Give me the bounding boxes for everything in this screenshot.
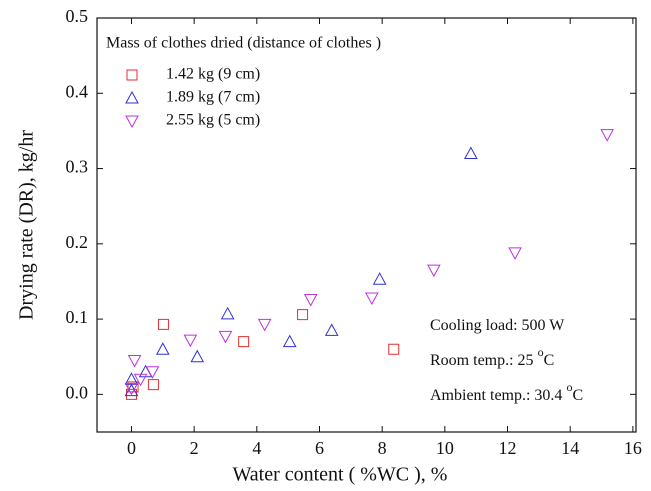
legend-title: Mass of clothes dried (distance of cloth… <box>106 35 381 52</box>
annotation-unit: C <box>544 352 555 369</box>
data-point <box>303 294 318 307</box>
x-tick-label: 2 <box>190 438 199 458</box>
data-point <box>127 354 142 368</box>
data-point <box>257 318 272 332</box>
data-point <box>364 292 379 306</box>
data-point <box>133 373 148 387</box>
data-point <box>145 366 160 379</box>
y-tick-label: 0.5 <box>66 6 89 26</box>
annotation-sup: o <box>538 345 544 359</box>
data-point <box>124 382 139 396</box>
legend-label: 1.42 kg (9 cm) <box>166 66 260 83</box>
y-tick-label: 0.4 <box>66 81 89 101</box>
data-point <box>600 129 615 142</box>
annotation-text: Room temp.: 25 <box>430 352 538 369</box>
legend-label: 1.89 kg (7 cm) <box>166 89 260 106</box>
annotation: Room temp.: 25 oC <box>430 345 554 369</box>
x-tick-label: 14 <box>561 438 579 458</box>
x-tick-label: 16 <box>624 438 642 458</box>
data-point <box>464 146 478 159</box>
y-axis-label: Drying rate (DR), kg/hr <box>16 130 38 320</box>
y-tick-label: 0.3 <box>66 157 89 177</box>
data-point <box>297 309 309 321</box>
data-point <box>218 330 233 344</box>
plot-frame <box>96 17 637 433</box>
data-point <box>238 336 250 348</box>
data-point <box>157 318 169 330</box>
data-point <box>183 334 198 348</box>
data-point <box>190 349 205 363</box>
y-tick-label: 0.1 <box>66 307 89 327</box>
data-point <box>388 343 400 355</box>
y-tick-label: 0.0 <box>66 382 89 402</box>
data-point <box>147 379 159 391</box>
data-point <box>124 372 139 385</box>
data-point <box>124 383 139 397</box>
legend-marker <box>126 69 138 81</box>
x-axis-label: Water content ( %WC ), % <box>233 464 448 486</box>
legend-label: 2.55 kg (5 cm) <box>166 112 260 129</box>
annotation: Ambient temp.: 30.4 oC <box>430 380 583 404</box>
x-tick-label: 10 <box>436 438 454 458</box>
legend-marker <box>125 90 139 104</box>
x-tick-label: 4 <box>252 438 261 458</box>
data-point <box>282 334 297 348</box>
x-tick-label: 6 <box>315 438 324 458</box>
x-tick-label: 12 <box>499 438 517 458</box>
data-point <box>324 323 339 336</box>
annotation: Cooling load: 500 W <box>430 317 565 334</box>
x-tick-label: 0 <box>127 438 136 458</box>
x-tick-label: 8 <box>378 438 387 458</box>
data-point <box>508 247 522 260</box>
data-point <box>427 264 441 278</box>
data-point <box>155 342 170 355</box>
data-point <box>220 306 235 320</box>
y-tick-label: 0.2 <box>66 232 89 252</box>
legend-marker <box>125 115 139 129</box>
annotation-text: Ambient temp.: 30.4 <box>430 387 566 404</box>
annotation-sup: o <box>566 380 572 394</box>
annotation-unit: C <box>572 387 583 404</box>
data-point <box>372 272 387 285</box>
annotation-text: Cooling load: 500 W <box>430 317 565 334</box>
